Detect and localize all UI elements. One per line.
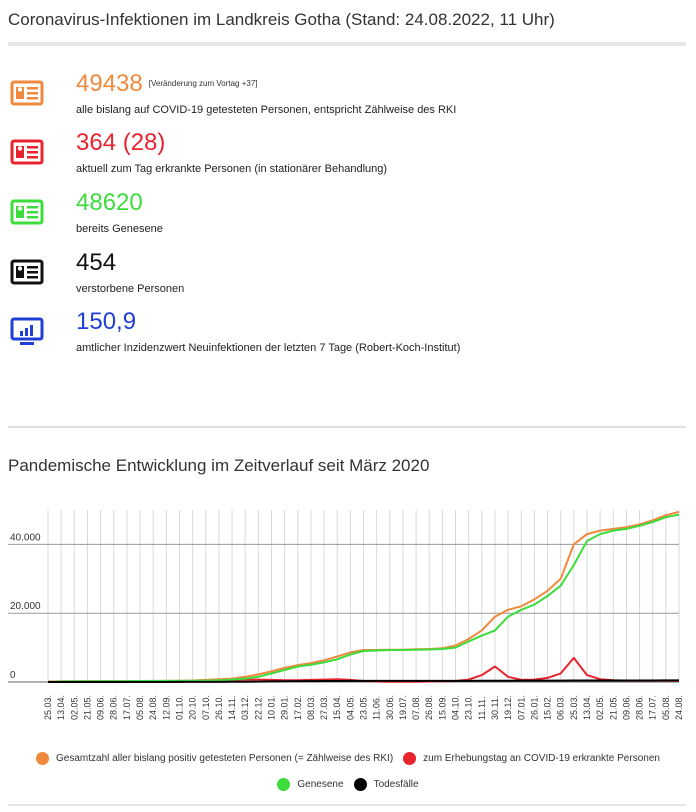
legend-label: zum Erhebungstag an COVID-19 erkrankte P… bbox=[423, 753, 660, 764]
x-tick-label: 07.10. bbox=[201, 695, 211, 720]
x-tick-label: 02.05. bbox=[595, 695, 605, 720]
chart-legend: Gesamtzahl aller bislang positiv geteste… bbox=[0, 752, 696, 765]
x-tick-label: 09.06. bbox=[621, 695, 631, 720]
x-tick-label: 01.10. bbox=[174, 695, 184, 720]
x-tick-label: 09.06. bbox=[96, 695, 106, 720]
x-tick-label: 25.03. bbox=[569, 695, 579, 720]
x-tick-label: 05.08. bbox=[135, 695, 145, 720]
x-tick-label: 04.05. bbox=[345, 695, 355, 720]
legend-label: Genesene bbox=[297, 779, 344, 790]
stat-value: 49438 [Veränderung zum Vortag +37] bbox=[76, 70, 258, 98]
y-tick-label: 0 bbox=[10, 670, 16, 681]
x-tick-label: 11.06. bbox=[372, 696, 382, 720]
legend-marker bbox=[277, 778, 291, 791]
x-tick-label: 21.05. bbox=[608, 695, 618, 720]
stat-number: 454 bbox=[76, 249, 117, 276]
x-tick-label: 15.09. bbox=[437, 695, 447, 720]
stat-currently-ill: 364 (28) aktuell zum Tag erkrankte Perso… bbox=[8, 129, 688, 181]
x-tick-label: 12.09. bbox=[161, 695, 171, 720]
page-title: Coronavirus-Infektionen im Landkreis Got… bbox=[8, 10, 555, 29]
legend-label: Todesfälle bbox=[373, 779, 419, 790]
x-tick-label: 02.05. bbox=[69, 695, 79, 720]
x-tick-label: 14.11. bbox=[227, 696, 237, 720]
legend-label: Gesamtzahl aller bislang positiv geteste… bbox=[56, 753, 394, 764]
stat-description: aktuell zum Tag erkrankte Personen (in s… bbox=[76, 163, 388, 175]
x-tick-label: 25.03. bbox=[43, 695, 53, 720]
x-tick-label: 27.03. bbox=[319, 695, 329, 720]
legend-item-total[interactable]: Gesamtzahl aller bislang positiv geteste… bbox=[36, 752, 393, 765]
stat-description: alle bislang auf COVID-19 getesteten Per… bbox=[76, 104, 457, 116]
stat-number: 150,9 bbox=[76, 308, 137, 335]
x-tick-label: 13.04. bbox=[582, 695, 592, 720]
x-tick-label: 24.08. bbox=[674, 695, 684, 720]
x-tick-label: 10.01. bbox=[266, 695, 276, 720]
legend-item-recovered[interactable]: Genesene bbox=[277, 778, 344, 791]
x-tick-label: 05.08. bbox=[661, 695, 671, 720]
id-card-icon bbox=[10, 259, 44, 285]
id-card-icon bbox=[10, 80, 44, 106]
stat-value: 150,9 bbox=[76, 308, 136, 336]
stat-incidence: 150,9 amtlicher Inzidenzwert Neuinfektio… bbox=[8, 308, 688, 360]
x-tick-label: 17.07. bbox=[648, 695, 658, 720]
stat-recovered: 48620 bereits Genesene bbox=[8, 189, 688, 241]
x-tick-label: 03.12. bbox=[240, 695, 250, 720]
x-tick-label: 26.01. bbox=[529, 695, 539, 720]
x-tick-label: 26.10. bbox=[214, 695, 224, 720]
stat-value: 48620 bbox=[76, 189, 143, 217]
x-tick-label: 20.10. bbox=[188, 695, 198, 720]
legend-item-ill[interactable]: zum Erhebungstag an COVID-19 erkrankte P… bbox=[403, 752, 660, 765]
x-tick-label: 17.07. bbox=[122, 695, 132, 720]
legend-marker bbox=[36, 752, 50, 765]
stat-number: 364 (28) bbox=[76, 129, 166, 156]
stat-change-note: [Veränderung zum Vortag +37] bbox=[148, 79, 258, 88]
legend-marker bbox=[353, 778, 367, 791]
x-tick-label: 19.07. bbox=[398, 695, 408, 720]
x-tick-label: 11.11. bbox=[477, 696, 487, 720]
stat-number: 49438 bbox=[76, 70, 143, 97]
y-tick-label: 20.000 bbox=[10, 601, 41, 612]
x-tick-label: 30.06. bbox=[385, 695, 395, 720]
stat-description: amtlicher Inzidenzwert Neuinfektionen de… bbox=[76, 342, 461, 354]
x-tick-label: 07.01. bbox=[516, 695, 526, 720]
x-tick-label: 26.08. bbox=[424, 695, 434, 720]
section-divider bbox=[8, 426, 686, 428]
chart-section-title: Pandemische Entwicklung im Zeitverlauf s… bbox=[8, 456, 430, 475]
monitor-chart-icon bbox=[10, 317, 44, 345]
x-tick-label: 23.10. bbox=[464, 695, 474, 720]
stat-value: 364 (28) bbox=[76, 129, 165, 157]
chart-legend-row2: Genesene Todesfälle bbox=[0, 778, 696, 791]
x-tick-label: 17.02. bbox=[293, 695, 303, 720]
x-tick-label: 19.12. bbox=[503, 695, 513, 720]
x-tick-label: 28.06. bbox=[109, 695, 119, 720]
x-tick-label: 29.01. bbox=[280, 695, 290, 720]
y-tick-label: 40.000 bbox=[10, 532, 41, 543]
x-tick-label: 08.03. bbox=[306, 695, 316, 720]
legend-item-deaths[interactable]: Todesfälle bbox=[353, 778, 419, 791]
stat-number: 48620 bbox=[76, 189, 143, 216]
x-tick-label: 30.11. bbox=[490, 696, 500, 720]
x-tick-label: 23.05. bbox=[359, 695, 369, 720]
stat-description: verstorbene Personen bbox=[76, 283, 185, 295]
x-tick-label: 15.02. bbox=[543, 695, 553, 720]
title-divider bbox=[8, 42, 686, 46]
x-tick-label: 21.05. bbox=[82, 695, 92, 720]
x-tick-label: 22.12. bbox=[253, 695, 263, 720]
stat-description: bereits Genesene bbox=[76, 223, 163, 235]
x-tick-label: 04.10. bbox=[451, 695, 461, 720]
footer-divider bbox=[8, 804, 686, 806]
stat-value: 454 bbox=[76, 249, 116, 277]
series-line bbox=[48, 679, 679, 683]
x-tick-label: 07.08. bbox=[411, 695, 421, 720]
x-tick-label: 28.06. bbox=[635, 695, 645, 720]
id-card-icon bbox=[10, 199, 44, 225]
legend-marker bbox=[403, 752, 417, 765]
id-card-icon bbox=[10, 139, 44, 165]
stat-total-infected: 49438 [Veränderung zum Vortag +37] alle b… bbox=[8, 70, 688, 122]
x-tick-label: 13.04. bbox=[56, 695, 66, 720]
x-tick-label: 24.08. bbox=[148, 695, 158, 720]
x-tick-label: 06.03. bbox=[556, 695, 566, 720]
x-tick-label: 15.04. bbox=[332, 695, 342, 720]
stat-deceased: 454 verstorbene Personen bbox=[8, 249, 688, 301]
